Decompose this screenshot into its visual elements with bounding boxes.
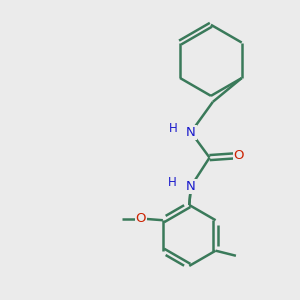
Text: N: N [186, 180, 196, 193]
Text: N: N [186, 126, 196, 139]
Text: H: H [169, 122, 178, 135]
Text: O: O [234, 149, 244, 162]
Text: O: O [136, 212, 146, 225]
Text: H: H [168, 176, 177, 189]
